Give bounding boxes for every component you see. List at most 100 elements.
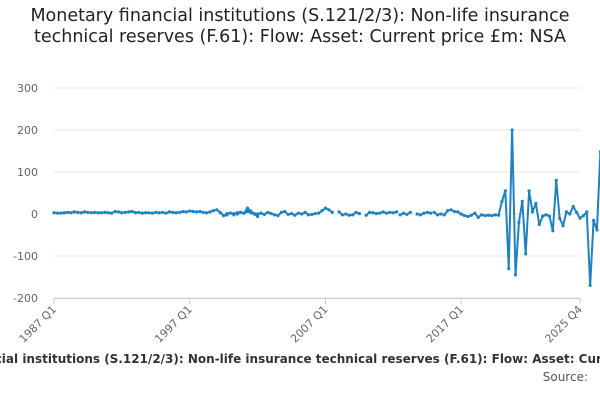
data-point [235, 211, 239, 215]
grid-layer [54, 87, 580, 299]
data-point [89, 211, 93, 215]
data-point [150, 211, 155, 215]
data-point [194, 210, 199, 214]
x-tick-label-3: 2017 Q1 [424, 303, 467, 346]
data-point [106, 211, 110, 215]
data-point [245, 209, 250, 214]
data-point [493, 213, 497, 217]
data-point [147, 211, 151, 215]
data-point [82, 210, 87, 214]
data-point [157, 211, 161, 215]
series-line-segment-4 [365, 210, 397, 217]
data-point [215, 208, 219, 212]
data-point [517, 220, 521, 224]
data-point [99, 211, 104, 215]
data-point [466, 214, 470, 219]
data-point [245, 206, 250, 210]
data-point [459, 212, 463, 216]
data-point [429, 211, 433, 215]
y-tick-label-3: 0 [31, 208, 38, 221]
data-point [456, 210, 460, 214]
data-point [160, 210, 165, 214]
source-label: Source: [542, 370, 588, 384]
data-point [320, 209, 324, 213]
data-point [575, 210, 579, 214]
series-line-segment-7 [433, 129, 600, 287]
data-point [401, 211, 406, 215]
chart-title: Monetary financial institutions (S.121/2… [30, 6, 570, 47]
data-point [391, 211, 395, 215]
y-tick-label-2: 100 [17, 166, 38, 179]
data-point [337, 210, 341, 214]
data-point [374, 211, 378, 216]
data-point [283, 209, 287, 214]
data-point [357, 211, 362, 216]
data-point [388, 210, 392, 214]
y-tick-label-0: 300 [17, 82, 38, 95]
data-point [520, 199, 524, 203]
legend[interactable]: Monetary financial institutions (S.121/2… [0, 352, 600, 366]
data-point [364, 213, 368, 217]
data-point [256, 212, 260, 216]
data-point [398, 213, 402, 217]
data-point [116, 210, 121, 214]
data-point [76, 210, 80, 214]
data-point [595, 228, 599, 232]
data-point [425, 210, 429, 214]
data-point [300, 212, 304, 216]
data-point [547, 214, 552, 218]
data-point [205, 211, 209, 215]
data-point [211, 209, 216, 213]
data-point [272, 213, 277, 217]
data-point [296, 211, 300, 215]
data-point [415, 212, 419, 216]
data-point [551, 229, 555, 233]
data-point [384, 211, 389, 215]
data-point [534, 201, 538, 206]
data-point [500, 199, 504, 203]
data-point [171, 210, 175, 214]
data-point [113, 209, 117, 214]
data-point [86, 210, 90, 214]
data-point [568, 212, 572, 216]
data-point [408, 210, 412, 214]
data-point [289, 211, 294, 216]
data-point [59, 211, 63, 215]
data-point [242, 211, 246, 215]
data-point [293, 213, 297, 217]
data-point [137, 210, 141, 214]
data-point [483, 214, 487, 218]
data-point [405, 212, 409, 217]
data-point [174, 211, 178, 215]
data-point [198, 209, 202, 214]
data-point [327, 208, 331, 212]
data-point [222, 214, 226, 218]
data-point [571, 204, 575, 209]
data-point [513, 273, 518, 277]
data-point [340, 213, 345, 217]
data-point [371, 211, 375, 215]
data-point [510, 128, 514, 132]
data-point [72, 210, 76, 214]
data-point [347, 213, 351, 217]
data-point [256, 214, 260, 219]
data-point [188, 209, 192, 213]
data-point [378, 211, 382, 215]
data-point [303, 210, 307, 214]
data-point [252, 211, 256, 216]
data-point [93, 210, 97, 214]
data-point [259, 211, 263, 215]
x-tick-label-0: 1987 Q1 [17, 303, 60, 346]
data-point [276, 214, 280, 218]
data-point [55, 211, 59, 215]
data-point [181, 209, 185, 214]
data-point [439, 212, 443, 216]
data-point [269, 211, 273, 216]
data-point [344, 212, 348, 216]
data-point [418, 213, 423, 217]
x-tick-label-1: 1997 Q1 [152, 303, 195, 346]
data-point [69, 211, 73, 215]
data-point [310, 212, 314, 217]
data-point [490, 214, 494, 218]
data-point [201, 210, 205, 214]
